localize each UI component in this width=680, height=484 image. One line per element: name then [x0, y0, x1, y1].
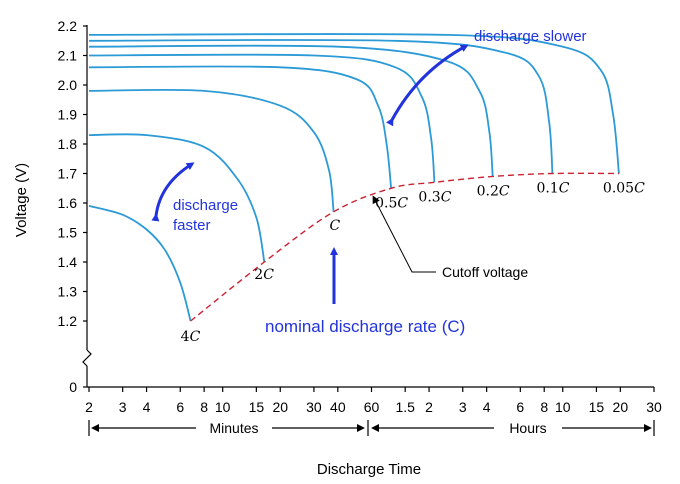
y-tick-label: 1.8: [58, 136, 78, 152]
y-tick-label: 1.3: [58, 284, 78, 300]
y-tick-label: 1.2: [58, 313, 78, 329]
y-tick-label: 1.4: [58, 254, 78, 270]
rate-label-0.05C: 0.05C: [603, 181, 645, 197]
y-tick-label: 2.1: [58, 48, 78, 64]
y-tick-label: 2.0: [58, 77, 78, 93]
cutoff-voltage-curve: [190, 172, 619, 322]
x-tick-label: 15: [589, 399, 605, 415]
y-tick-label: 1.6: [58, 195, 78, 211]
x-tick-label: 60: [364, 399, 380, 415]
x-tick-label: 20: [272, 399, 288, 415]
rate-label-2C: 2C: [254, 267, 274, 283]
annotation-nominal-rate: nominal discharge rate (C): [265, 247, 465, 336]
cutoff-voltage-pointer: [372, 195, 436, 273]
discharge-faster-label-line1: discharge: [173, 197, 238, 214]
series-line-4C: [88, 205, 192, 322]
x-tick-label: 30: [306, 399, 322, 415]
series-line-0.05C: [88, 33, 620, 174]
y-ticks: 0 1.2 1.3 1.4 1.5 1.6 1.7 1.8 1.9 2.0 2.1 2.2: [58, 18, 87, 395]
discharge-faster-arrow: [151, 162, 195, 222]
x-ticks: 2 3 4 6 8 10 15 20 30 40 60 1.5 2 3 4 6 8 10 15 20 30: [85, 387, 662, 415]
rate-label-0.1C: 0.1C: [536, 181, 569, 197]
rate-label-0.3C: 0.3C: [418, 189, 451, 205]
x-tick-label: 2: [85, 399, 93, 415]
x-tick-label: 3: [119, 399, 127, 415]
x-tick-label: 10: [555, 399, 571, 415]
y-tick-label: 1.9: [58, 107, 78, 123]
y-tick-label: 1.7: [58, 166, 78, 182]
x-tick-label: 8: [200, 399, 208, 415]
series-line-C: [88, 88, 335, 212]
y-tick-label: 1.5: [58, 225, 78, 241]
x-tick-label: 1.5: [395, 399, 415, 415]
x-tick-label: 30: [646, 399, 662, 415]
x-tick-label: 8: [540, 399, 548, 415]
cutoff-voltage-label: Cutoff voltage: [442, 264, 528, 280]
x-tick-label: 6: [516, 399, 524, 415]
y-axis-title: Voltage (V): [13, 163, 30, 237]
y-axis-break: [82, 349, 92, 367]
series-line-2C: [88, 133, 266, 263]
x-tick-label: 40: [330, 399, 346, 415]
rate-label-0.5C: 0.5C: [375, 195, 408, 211]
annotation-discharge-slower: discharge slower: [386, 28, 587, 127]
x-tick-label: 20: [613, 399, 629, 415]
x-tick-label: 4: [483, 399, 491, 415]
x-tick-label: 4: [143, 399, 151, 415]
series-line-0.1C: [88, 39, 554, 174]
x-axis-title: Discharge Time: [317, 461, 421, 478]
minutes-label: Minutes: [209, 420, 258, 436]
series-line-0.5C: [88, 65, 392, 189]
series-layer: [88, 33, 620, 322]
rate-labels: 4C 2C C 0.5C 0.3C 0.2C 0.1C 0.05C: [181, 181, 645, 346]
x-tick-label: 6: [176, 399, 184, 415]
nominal-rate-label: nominal discharge rate (C): [265, 317, 465, 336]
rate-label-4C: 4C: [181, 329, 201, 345]
discharge-slower-arrow: [386, 44, 469, 127]
hours-label: Hours: [509, 420, 546, 436]
discharge-slower-label: discharge slower: [474, 28, 587, 45]
discharge-faster-label-line2: faster: [173, 217, 211, 234]
x-segment-bracket: Minutes Hours: [88, 420, 655, 436]
annotation-discharge-faster: discharge faster: [151, 162, 238, 234]
x-tick-label: 2: [425, 399, 433, 415]
x-tick-label: 10: [215, 399, 231, 415]
rate-label-C: C: [330, 218, 341, 234]
annotation-cutoff-voltage: Cutoff voltage: [372, 195, 528, 280]
y-tick-label: 0: [69, 379, 77, 395]
x-tick-label: 15: [249, 399, 265, 415]
y-tick-label: 2.2: [58, 18, 78, 34]
rate-label-0.2C: 0.2C: [477, 183, 510, 199]
x-tick-label: 3: [459, 399, 467, 415]
